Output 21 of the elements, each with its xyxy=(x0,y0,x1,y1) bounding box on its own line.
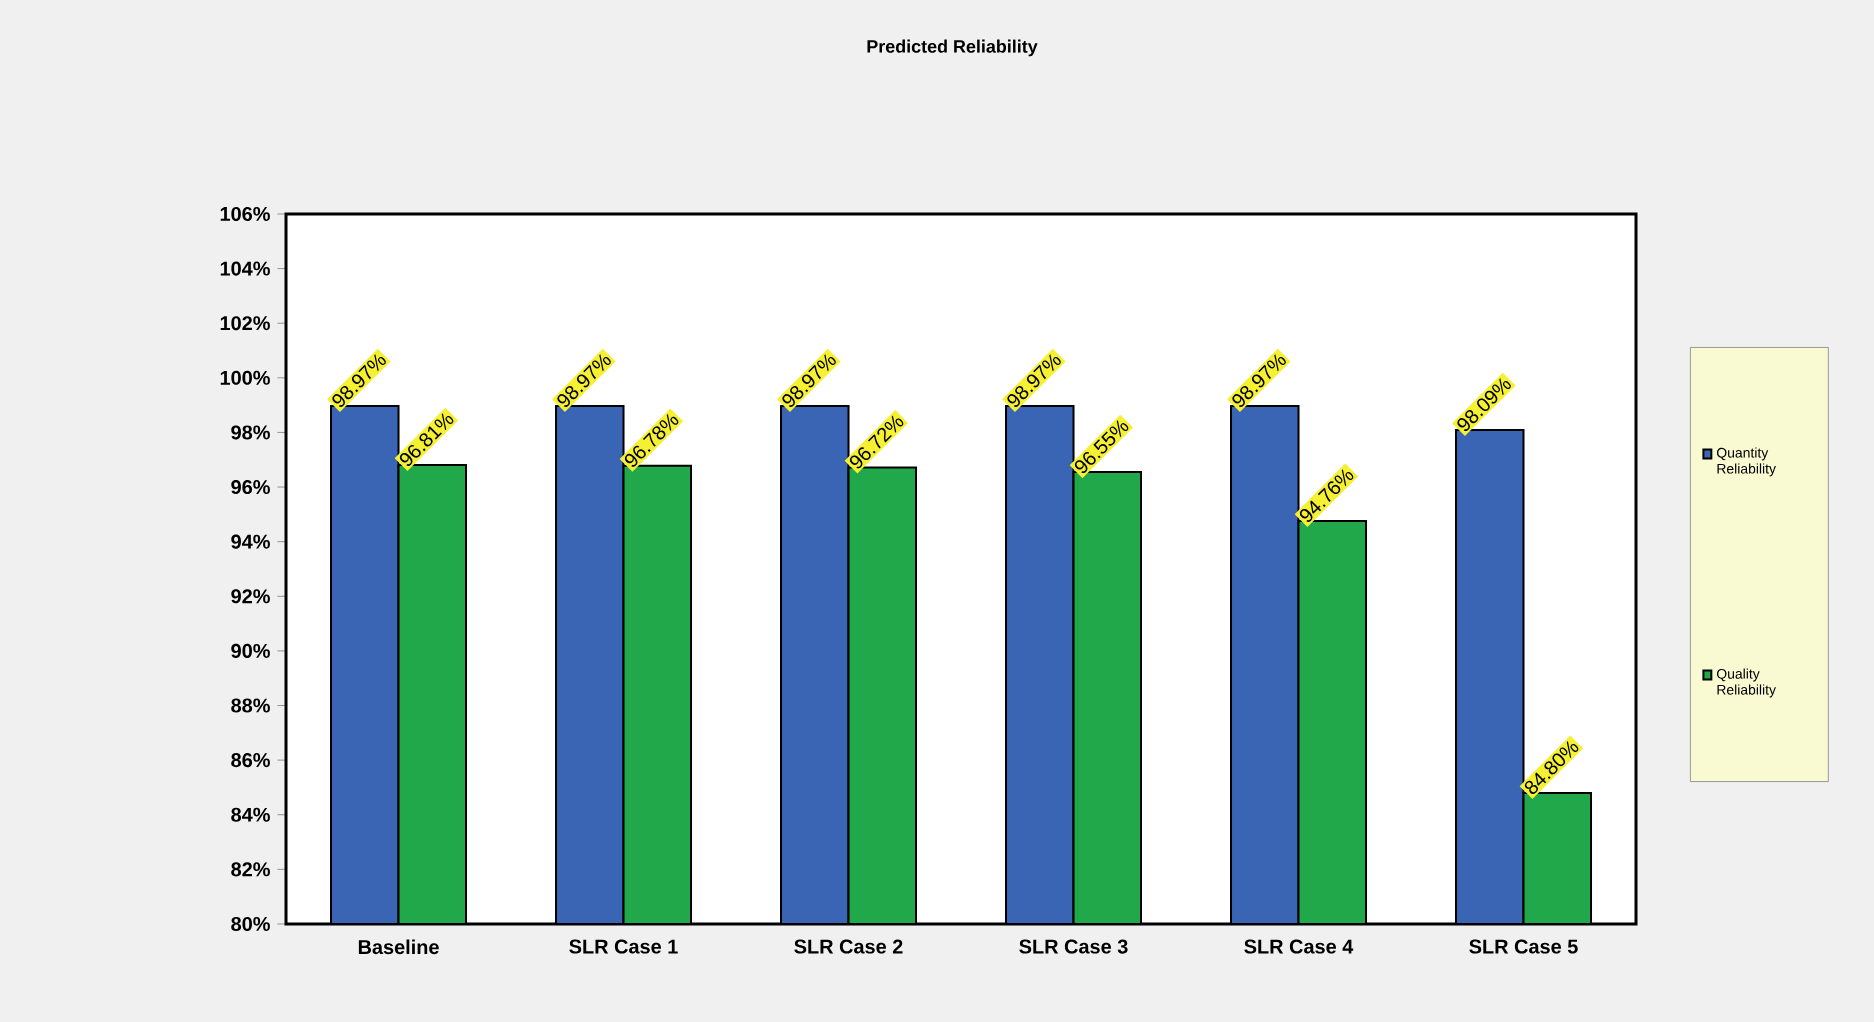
y-tick-label: 98% xyxy=(231,425,270,440)
y-tick-label: 84% xyxy=(231,807,270,822)
y-tick-label: 102% xyxy=(220,316,270,331)
y-tick-label: 106% xyxy=(220,206,270,222)
x-tick-label: SLR Case 5 xyxy=(1469,939,1578,954)
y-tick-label: 104% xyxy=(220,261,270,276)
y-tick-label: 88% xyxy=(231,698,270,713)
y-tick-label: 80% xyxy=(231,916,270,932)
y-tick-label: 86% xyxy=(231,753,270,768)
y-tick-label: 94% xyxy=(231,534,270,549)
x-tick-label: Baseline xyxy=(358,939,439,955)
y-tick-label: 96% xyxy=(231,480,270,495)
y-tick-label: 90% xyxy=(231,643,270,658)
x-tick-label: SLR Case 4 xyxy=(1244,939,1354,954)
y-tick-label: 100% xyxy=(220,370,270,385)
y-tick-label: 92% xyxy=(231,589,270,604)
chart-title: Predicted Reliability xyxy=(867,39,1038,57)
x-tick-label: SLR Case 3 xyxy=(1019,939,1128,954)
y-tick-label: 82% xyxy=(231,862,270,877)
x-tick-label: SLR Case 1 xyxy=(569,939,678,954)
x-tick-label: SLR Case 2 xyxy=(794,939,903,954)
